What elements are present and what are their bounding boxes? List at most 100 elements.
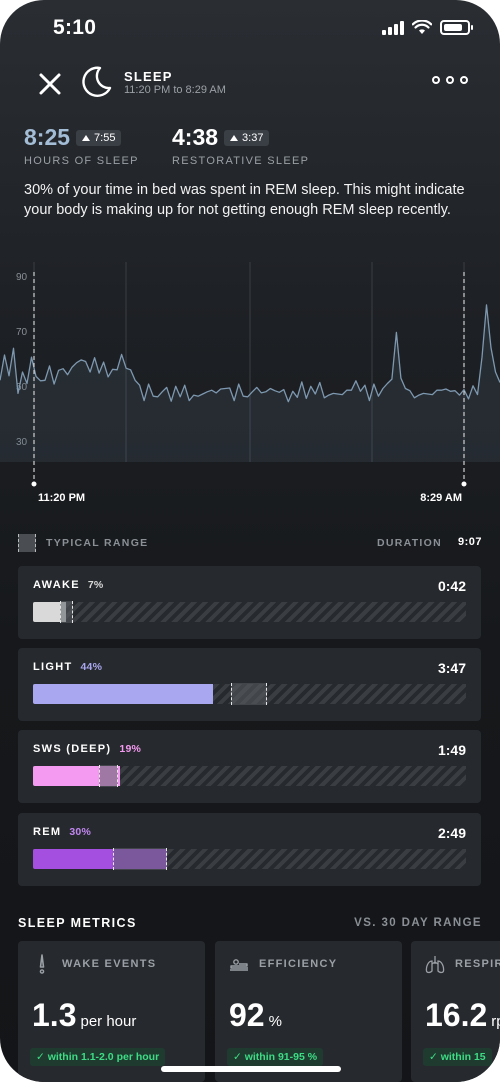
dot-icon <box>446 76 454 84</box>
stage-duration: 0:42 <box>437 578 466 594</box>
y-tick-label: 90 <box>16 272 28 283</box>
dot-icon <box>432 76 440 84</box>
hours-delta-badge: 7:55 <box>76 130 122 146</box>
duration-label: DURATION <box>376 537 442 549</box>
stage-name: REM 30% <box>33 826 91 838</box>
typical-range-marker <box>230 683 267 705</box>
metrics-range-label: VS. 30 DAY RANGE <box>354 917 482 929</box>
metric-range-badge: ✓ within 15 <box>423 1048 492 1066</box>
up-arrow-icon <box>82 135 91 141</box>
lungs-icon <box>425 956 445 974</box>
heart-rate-area <box>0 304 500 462</box>
restorative-sleep-label: RESTORATIVE SLEEP <box>172 155 310 167</box>
typical-range-swatch <box>18 534 36 552</box>
metric-label: WAKE EVENTS <box>62 958 157 970</box>
stage-name-text: AWAKE <box>33 579 80 591</box>
hours-of-sleep-label: HOURS OF SLEEP <box>24 155 139 167</box>
stage-progress-track <box>33 765 466 787</box>
stage-name: SWS (DEEP) 19% <box>33 743 141 755</box>
close-icon[interactable] <box>36 70 64 98</box>
status-time: 5:10 <box>53 16 97 39</box>
up-arrow-icon <box>230 135 239 141</box>
stage-name: LIGHT 44% <box>33 661 102 673</box>
y-tick-label: 30 <box>16 437 28 448</box>
stage-duration: 3:47 <box>437 660 466 676</box>
stage-progress-bar <box>33 766 120 786</box>
stage-card-sws-deep[interactable]: SWS (DEEP) 19% 1:49 <box>18 730 481 803</box>
more-options-button[interactable] <box>432 76 468 84</box>
stage-progress-track <box>33 601 466 623</box>
battery-icon <box>440 20 473 35</box>
metric-unit: rp <box>491 1013 500 1030</box>
stage-name-text: REM <box>33 826 62 838</box>
restorative-delta-badge: 3:37 <box>224 130 270 146</box>
sleep-insight-text: 30% of your time in bed was spent in REM… <box>24 182 465 218</box>
metric-label: RESPIRA <box>455 958 500 970</box>
metric-range-text: within 1.1-2.0 per hour <box>47 1051 160 1063</box>
page-title: SLEEP <box>124 69 173 84</box>
metric-unit: % <box>268 1013 282 1030</box>
sleep-start-dot <box>31 481 37 487</box>
stage-card-awake[interactable]: AWAKE 7% 0:42 <box>18 566 481 639</box>
typical-range-marker <box>98 765 118 787</box>
stage-percent: 44% <box>80 661 103 673</box>
stage-card-light[interactable]: LIGHT 44% 3:47 <box>18 648 481 721</box>
stages-legend-row: TYPICAL RANGE DURATION 9:07 <box>18 534 482 554</box>
stage-progress-track <box>33 683 466 705</box>
y-tick-label: 70 <box>16 327 28 338</box>
stage-name-text: SWS (DEEP) <box>33 743 112 755</box>
sleep-metrics-header: SLEEP METRICS VS. 30 DAY RANGE <box>18 916 482 934</box>
metric-label: EFFICIENCY <box>259 958 338 970</box>
hours-delta-value: 7:55 <box>94 132 116 144</box>
metric-range-text: within 91-95 % <box>244 1051 318 1063</box>
restorative-delta-value: 3:37 <box>242 132 264 144</box>
status-icons <box>382 20 473 35</box>
moon-icon <box>82 66 112 97</box>
stage-percent: 7% <box>87 579 104 591</box>
wifi-icon <box>412 20 432 34</box>
metric-card-efficiency[interactable]: EFFICIENCY 92% ✓ within 91-95 % <box>215 941 402 1082</box>
typical-range-marker <box>59 601 73 623</box>
y-tick-label: 50 <box>16 382 28 393</box>
cellular-signal-icon <box>382 20 404 35</box>
metric-value: 1.3 per hour <box>32 997 136 1034</box>
bed-icon <box>230 959 248 971</box>
metric-number: 16.2 <box>425 997 488 1033</box>
stage-name: AWAKE 7% <box>33 579 103 591</box>
stage-card-rem[interactable]: REM 30% 2:49 <box>18 813 481 886</box>
stage-name-text: LIGHT <box>33 661 73 673</box>
metric-value: 16.2rp <box>425 997 500 1034</box>
metric-range-text: within 15 <box>440 1051 486 1063</box>
exclamation-icon <box>39 954 45 974</box>
typical-range-label: TYPICAL RANGE <box>46 537 149 549</box>
stage-progress-track <box>33 848 466 870</box>
hours-of-sleep-value: 8:25 <box>24 124 71 150</box>
metric-value: 92% <box>229 997 282 1034</box>
x-axis-start-label: 11:20 PM <box>38 492 85 504</box>
stage-percent: 19% <box>119 743 142 755</box>
stage-progress-bar <box>33 684 213 704</box>
duration-value: 9:07 <box>457 536 482 548</box>
typical-range-marker <box>112 848 167 870</box>
sleep-end-dot <box>461 481 467 487</box>
restorative-sleep-value: 4:38 <box>172 124 219 150</box>
page-header: SLEEP 11:20 PM to 8:29 AM <box>0 62 500 106</box>
dot-icon <box>460 76 468 84</box>
status-bar: 5:10 <box>0 0 500 56</box>
stage-duration: 2:49 <box>437 825 466 841</box>
metric-card-respiratory[interactable]: RESPIRA 16.2rp ✓ within 15 <box>411 941 500 1082</box>
restorative-sleep-stat: 4:38 3:37 RESTORATIVE SLEEP <box>172 124 309 167</box>
hours-of-sleep-stat: 8:25 7:55 HOURS OF SLEEP <box>24 124 139 167</box>
metric-number: 92 <box>229 997 265 1033</box>
metric-range-badge: ✓ within 1.1-2.0 per hour <box>30 1048 166 1066</box>
x-axis-end-label: 8:29 AM <box>420 492 462 504</box>
sleep-time-range: 11:20 PM to 8:29 AM <box>124 84 226 96</box>
stage-percent: 30% <box>69 826 91 838</box>
heart-rate-line <box>0 304 500 403</box>
home-indicator[interactable] <box>161 1066 341 1072</box>
metric-range-badge: ✓ within 91-95 % <box>227 1048 324 1066</box>
metric-number: 1.3 <box>32 997 77 1033</box>
sleep-stats: 8:25 7:55 HOURS OF SLEEP 4:38 3:37 RESTORA… <box>24 124 476 168</box>
metric-card-wake-events[interactable]: WAKE EVENTS 1.3 per hour ✓ within 1.1-2.0… <box>18 941 205 1082</box>
